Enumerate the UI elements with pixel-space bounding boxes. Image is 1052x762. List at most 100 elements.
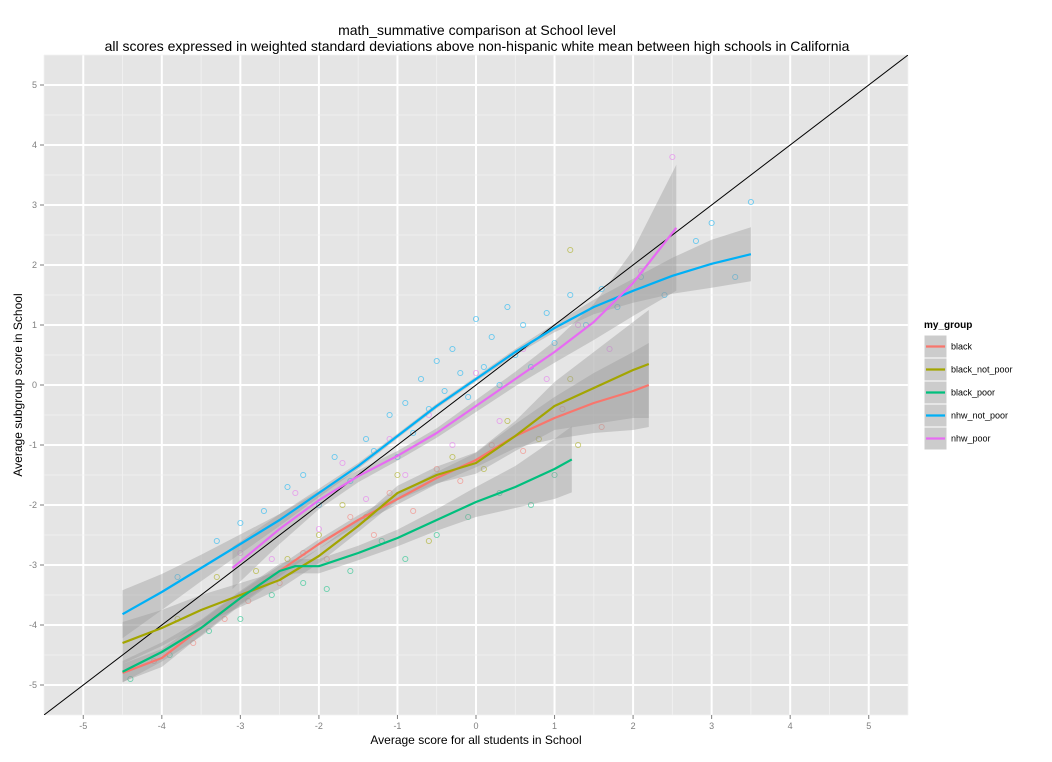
legend-label: nhw_poor [951, 434, 991, 444]
data-point-black [323, 555, 330, 563]
data-point-nhw_not_poor [260, 507, 267, 515]
data-point-nhw_not_poor [300, 471, 307, 479]
reference-line [44, 55, 908, 715]
data-point-black [245, 597, 252, 605]
data-point-nhw_poor [669, 153, 676, 161]
data-point-black_poor [551, 471, 558, 479]
data-point-black [190, 639, 197, 647]
data-point-black_poor [527, 501, 535, 509]
y-tick-label: -5 [29, 680, 37, 690]
data-point-nhw_not_poor [284, 483, 291, 491]
y-tick-label: 5 [32, 80, 37, 90]
data-point-black_not_poor [284, 555, 291, 563]
data-point-black [488, 441, 495, 449]
data-point-black [386, 489, 393, 497]
chart-subtitle: all scores expressed in weighted standar… [105, 38, 850, 54]
legend-item-black: black [923, 334, 973, 359]
y-tick-label: 0 [32, 380, 37, 390]
data-point-nhw_not_poor [315, 501, 322, 509]
plot-area [44, 55, 908, 715]
legend: my_group black black_not_poor black_poornh… [923, 320, 1013, 451]
data-point-nhw_poor [449, 441, 456, 449]
legend-item-nhw_not_poor: nhw_not_poor [923, 403, 1008, 428]
x-tick-label: 2 [631, 721, 636, 731]
data-point-nhw_poor [315, 525, 322, 533]
plot-panel: -5 -4 -3 -2 -1 0 1 2 3 4 5 -5 -4 -3 -2 -1 0 1 2 3 4 5 [29, 54, 909, 731]
grid-lines [43, 54, 909, 716]
data-point-black_not_poor [480, 465, 487, 473]
data-point-nhw_poor [543, 375, 550, 383]
data-point-black [347, 513, 354, 521]
y-tick-label: -1 [29, 440, 37, 450]
y-tick-label: 3 [32, 200, 37, 210]
data-point-nhw_not_poor [433, 357, 440, 365]
series-points-black_not_poor [174, 246, 582, 623]
data-point-nhw_not_poor [551, 339, 558, 347]
y-tick-label: -4 [29, 620, 37, 630]
data-point-black [598, 423, 605, 431]
y-axis-label: Average subgroup score in School [11, 293, 25, 476]
data-point-nhw_poor [496, 417, 503, 425]
data-point-nhw_not_poor [614, 303, 621, 311]
data-point-nhw_not_poor [331, 453, 338, 461]
axes: -5 -4 -3 -2 -1 0 1 2 3 4 5 -5 -4 -3 -2 -1 0 1 2 3 4 5 [29, 80, 871, 731]
series-points-nhw_not_poor [174, 198, 754, 581]
legend-item-black_poor: black_poor [923, 380, 995, 405]
data-point-nhw_not_poor [480, 363, 487, 371]
data-point-black [221, 615, 228, 623]
data-point-black_poor [205, 627, 212, 635]
x-tick-label: 1 [552, 721, 557, 731]
data-point-nhw_not_poor [449, 345, 456, 353]
legend-title: my_group [924, 320, 972, 331]
data-point-nhw_not_poor [567, 291, 574, 299]
y-tick-label: 2 [32, 260, 37, 270]
data-point-black_not_poor [504, 417, 511, 425]
data-point-nhw_poor [575, 321, 582, 329]
data-point-nhw_not_poor [496, 381, 503, 389]
data-point-nhw_not_poor [410, 429, 417, 437]
data-point-nhw_not_poor [543, 309, 550, 317]
data-point-black_not_poor [315, 531, 322, 539]
data-point-nhw_not_poor [465, 393, 472, 401]
confidence-band-black [122, 343, 649, 682]
data-point-nhw_poor [268, 555, 275, 563]
data-point-nhw_not_poor [708, 219, 715, 227]
data-point-black_poor [127, 675, 134, 683]
data-point-nhw_not_poor [661, 291, 668, 299]
legend-label: nhw_not_poor [951, 411, 1008, 421]
data-point-black [520, 447, 527, 455]
y-tick-label: -3 [29, 560, 37, 570]
trend-line-nhw_not_poor [121, 253, 752, 616]
data-point-black [370, 531, 377, 539]
confidence-band-black_poor [122, 426, 572, 683]
data-point-black_not_poor [253, 567, 260, 575]
data-point-nhw_not_poor [441, 387, 448, 395]
x-tick-label: -3 [236, 721, 244, 731]
data-point-nhw_not_poor [692, 237, 699, 245]
x-tick-label: -5 [79, 721, 87, 731]
data-point-nhw_not_poor [520, 321, 527, 329]
x-tick-label: 0 [473, 721, 478, 731]
chart-title: math_summative comparison at School leve… [338, 22, 616, 38]
x-tick-label: -4 [158, 721, 166, 731]
data-point-nhw_not_poor [402, 399, 409, 407]
data-point-nhw_not_poor [457, 369, 464, 377]
data-point-black [559, 405, 566, 413]
data-point-black_poor [237, 615, 244, 623]
data-point-nhw_poor [339, 459, 346, 467]
trend-line-nhw_poor [231, 227, 678, 569]
data-point-nhw_not_poor [213, 537, 220, 545]
legend-item-black_not_poor: black_not_poor [923, 357, 1013, 382]
data-point-black_not_poor [339, 501, 346, 509]
legend-label: black [951, 342, 973, 352]
y-tick-label: -2 [29, 500, 37, 510]
x-tick-label: -1 [393, 721, 401, 731]
data-point-black_not_poor [213, 573, 220, 581]
x-tick-label: 3 [709, 721, 714, 731]
data-point-nhw_poor [402, 471, 409, 479]
data-point-black_poor [347, 567, 354, 575]
data-point-black [457, 477, 464, 485]
data-point-nhw_poor [362, 495, 370, 503]
